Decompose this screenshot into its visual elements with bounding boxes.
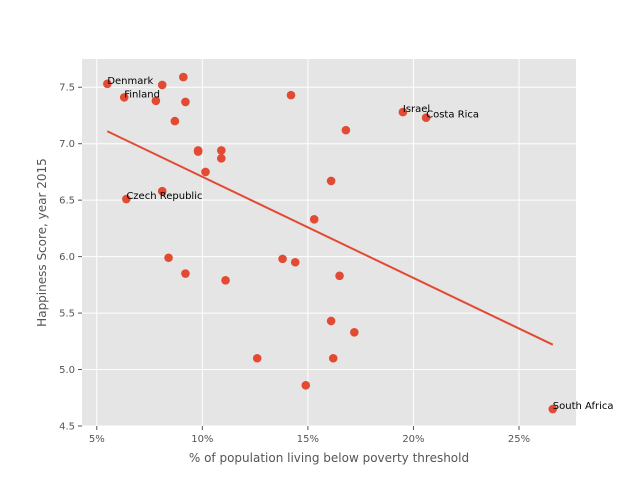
data-point — [201, 167, 210, 177]
y-tick-label: 7.5 — [59, 83, 75, 94]
annotations: Denmark Finland Czech Republic IsraelCosta … — [107, 76, 613, 412]
data-point — [122, 194, 131, 204]
data-point — [181, 269, 190, 278]
data-point — [164, 253, 173, 263]
data-point — [286, 90, 296, 100]
point-annotation: Denmark — [107, 76, 153, 87]
x-tick-label: 15% — [297, 434, 319, 445]
point-annotation: Finland — [124, 89, 160, 100]
data-point — [119, 93, 129, 102]
data-point — [341, 125, 351, 135]
data-point — [217, 154, 226, 163]
y-axis-label: Happiness Score, year 2015 — [35, 158, 49, 327]
data-point — [217, 146, 226, 155]
x-axis-label: % of population living below poverty thr… — [189, 451, 469, 465]
data-point — [157, 80, 167, 90]
data-point — [328, 353, 338, 363]
data-point — [221, 276, 230, 285]
point-annotation: Israel — [403, 104, 430, 115]
data-point — [326, 316, 336, 326]
data-point — [290, 257, 300, 267]
point-annotation: Czech Republic — [126, 191, 202, 202]
data-point — [157, 186, 167, 196]
data-point — [335, 271, 344, 281]
y-tick-label: 6.0 — [59, 252, 75, 263]
x-tick-label: 5% — [89, 434, 105, 445]
data-point — [350, 327, 359, 337]
y-tick-label: 5.0 — [59, 365, 75, 376]
trend-line — [106, 130, 554, 346]
data-point — [278, 254, 287, 264]
data-point — [252, 353, 262, 363]
x-tick-label: 10% — [191, 434, 213, 445]
point-annotation: Costa Rica — [426, 110, 479, 121]
plot-area — [82, 59, 576, 426]
y-tick-label: 4.5 — [59, 422, 75, 433]
data-point — [103, 79, 112, 89]
trend-line-group — [106, 130, 554, 346]
data-point — [151, 96, 161, 106]
y-axis-ticks: 4.5 5.0 5.5 6.0 6.5 7.0 7.5 — [59, 83, 82, 433]
x-tick-label: 20% — [402, 434, 424, 445]
data-point — [398, 107, 408, 117]
data-point — [181, 97, 190, 107]
data-point — [548, 404, 558, 414]
y-tick-label: 6.5 — [59, 196, 75, 207]
data-point — [301, 381, 311, 390]
data-point — [193, 147, 203, 156]
data-points — [103, 72, 558, 414]
data-point — [326, 176, 336, 186]
x-axis-ticks: 5% 10% 15% 20% 25% — [89, 426, 530, 445]
x-tick-label: 25% — [508, 434, 530, 445]
point-annotation: South Africa — [553, 401, 614, 412]
y-tick-label: 7.0 — [59, 139, 75, 150]
y-tick-label: 5.5 — [59, 309, 75, 320]
data-point — [179, 72, 188, 82]
data-point — [421, 113, 431, 123]
data-point — [309, 215, 319, 224]
data-point — [170, 116, 180, 126]
